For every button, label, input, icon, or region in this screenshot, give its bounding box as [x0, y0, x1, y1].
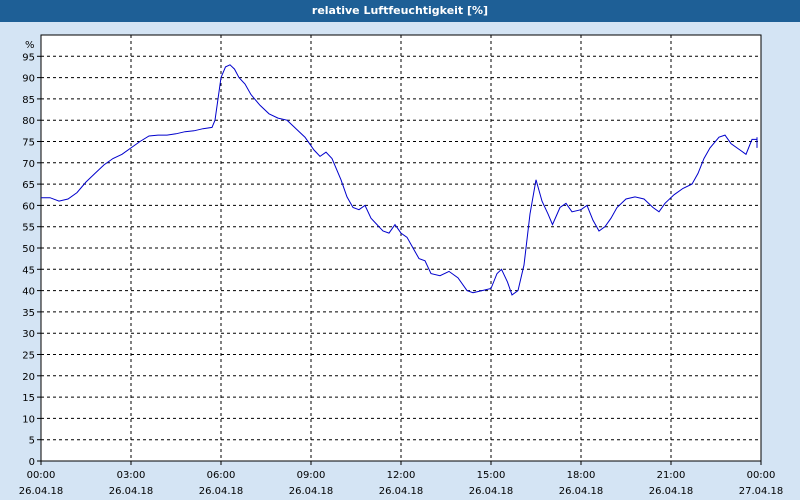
- y-axis-unit: %: [25, 40, 35, 51]
- y-tick-label: 85: [22, 95, 35, 106]
- y-tick-label: 30: [22, 329, 35, 340]
- x-tick-time-label: 06:00: [207, 470, 236, 481]
- x-tick-date-label: 26.04.18: [19, 486, 64, 497]
- x-tick-time-label: 21:00: [657, 470, 686, 481]
- x-tick-date-label: 26.04.18: [199, 486, 244, 497]
- y-tick-label: 45: [22, 265, 35, 276]
- x-tick-date-label: 26.04.18: [109, 486, 154, 497]
- x-tick-time-label: 00:00: [27, 470, 56, 481]
- humidity-series-line: [41, 64, 758, 296]
- grid: [41, 35, 761, 461]
- x-tick-date-label: 26.04.18: [379, 486, 424, 497]
- y-tick-label: 0: [29, 457, 35, 468]
- x-axis-ticks: 00:00 26.04.18 03:00 26.04.18 06:00 26.04.18 0…: [19, 461, 784, 497]
- y-tick-label: 35: [22, 308, 35, 319]
- y-tick-label: 95: [22, 52, 35, 63]
- y-tick-label: 40: [22, 287, 35, 298]
- y-tick-label: 55: [22, 223, 35, 234]
- y-tick-label: 70: [22, 159, 35, 170]
- y-tick-label: 90: [22, 74, 35, 85]
- x-tick-date-label: 26.04.18: [469, 486, 514, 497]
- x-tick-time-label: 00:00: [747, 470, 776, 481]
- y-tick-label: 20: [22, 372, 35, 383]
- y-tick-label: 50: [22, 244, 35, 255]
- x-tick-date-label: 26.04.18: [289, 486, 334, 497]
- y-axis-ticks: 0 5 10 15 20 25 30 35 40 45 50 55 60 65 70 75 80 85 90 95: [22, 52, 41, 468]
- x-tick-time-label: 15:00: [477, 470, 506, 481]
- x-tick-time-label: 03:00: [117, 470, 146, 481]
- x-tick-time-label: 12:00: [387, 470, 416, 481]
- y-tick-label: 60: [22, 201, 35, 212]
- series-group: [41, 64, 758, 296]
- y-tick-label: 25: [22, 351, 35, 362]
- y-tick-label: 15: [22, 393, 35, 404]
- y-tick-label: 10: [22, 414, 35, 425]
- x-tick-date-label: 26.04.18: [649, 486, 694, 497]
- y-tick-label: 80: [22, 116, 35, 127]
- y-tick-label: 75: [22, 138, 35, 149]
- x-tick-time-label: 09:00: [297, 470, 326, 481]
- x-tick-date-label: 26.04.18: [559, 486, 604, 497]
- y-tick-label: 65: [22, 180, 35, 191]
- x-tick-time-label: 18:00: [567, 470, 596, 481]
- y-tick-label: 5: [29, 436, 35, 447]
- chart-title: relative Luftfeuchtigkeit [%]: [0, 0, 800, 22]
- x-tick-date-label: 27.04.18: [739, 486, 784, 497]
